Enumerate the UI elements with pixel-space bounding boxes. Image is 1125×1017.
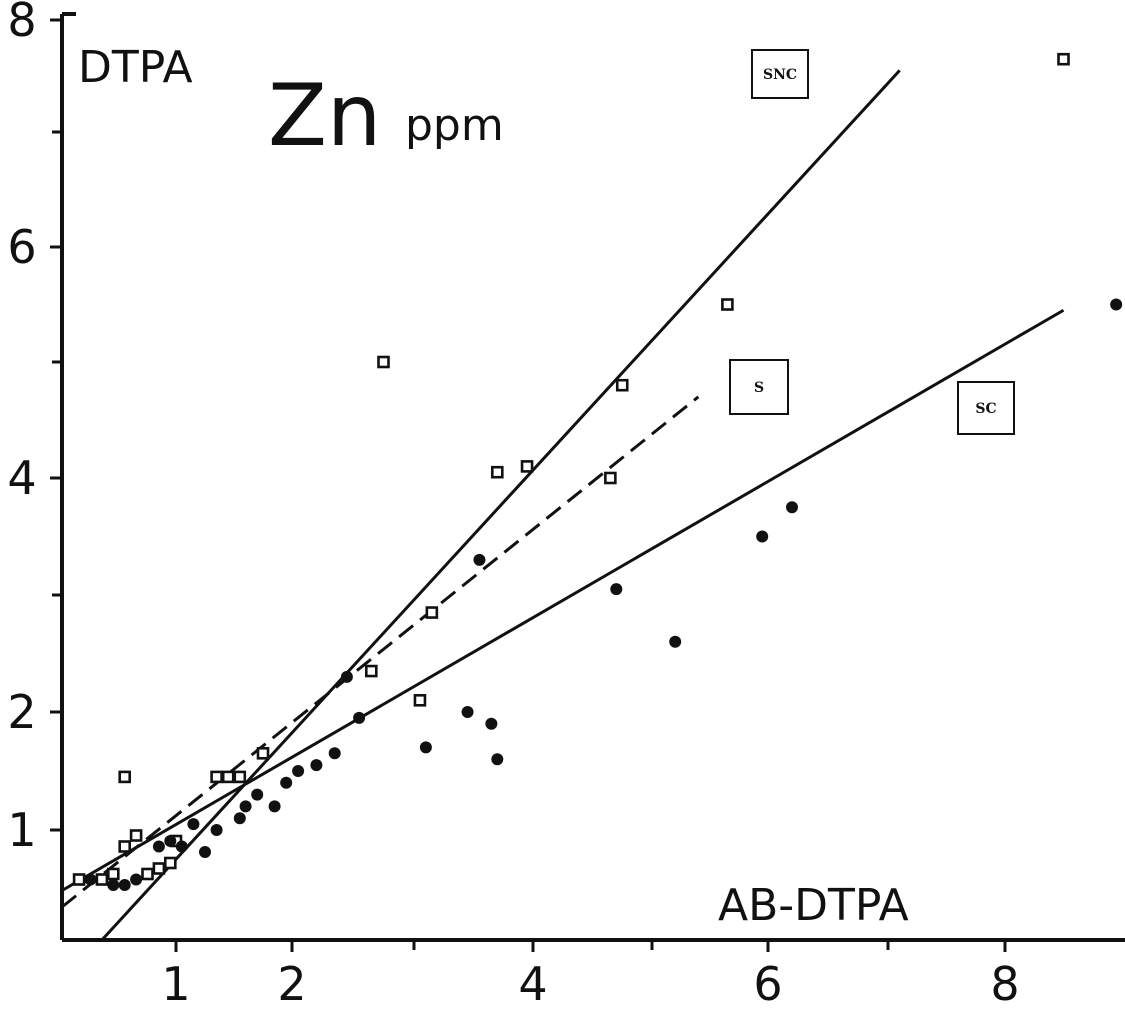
series-label: SNC <box>763 67 797 83</box>
axes <box>60 12 1125 942</box>
data-points <box>72 52 1123 891</box>
point-sc <box>118 879 131 891</box>
chart-labels: DTPA Zn ppm AB-DTPA <box>78 42 909 931</box>
chart-subtitle: ppm <box>405 100 504 151</box>
point-sc <box>175 840 188 853</box>
series-label-box <box>957 381 1015 435</box>
point-sc <box>210 824 223 836</box>
point-sc <box>786 501 798 514</box>
point-sc <box>328 747 341 760</box>
point-sc <box>756 530 769 543</box>
point-snc <box>210 770 223 784</box>
point-sc <box>292 765 305 777</box>
point-sc <box>251 788 264 801</box>
point-s <box>364 664 378 678</box>
point-snc <box>118 840 131 853</box>
point-snc <box>118 770 131 784</box>
series-label-box <box>751 49 809 99</box>
point-sc <box>152 840 165 853</box>
point-snc <box>95 873 109 886</box>
point-snc <box>164 856 177 870</box>
point-sc <box>199 846 211 858</box>
point-sc <box>461 706 474 718</box>
fit-lines <box>61 69 1065 942</box>
point-sc <box>239 800 252 813</box>
point-snc <box>721 298 734 311</box>
x-tick-label: 8 <box>990 957 1019 1011</box>
point-sc <box>280 776 293 789</box>
point-snc <box>615 378 629 392</box>
point-sc <box>130 873 143 886</box>
point-sc <box>491 753 504 766</box>
y-tick-label: 2 <box>7 685 36 739</box>
x-tick-label: 2 <box>277 957 306 1011</box>
point-snc <box>141 867 154 881</box>
point-snc <box>490 465 504 479</box>
series-label: SC <box>975 401 996 417</box>
point-snc <box>221 770 235 784</box>
fit-line-sc <box>61 308 1065 892</box>
point-snc <box>152 862 166 875</box>
point-sc <box>610 583 623 596</box>
series-label-box <box>729 359 789 415</box>
point-snc <box>129 829 143 842</box>
point-sc <box>233 812 246 825</box>
series-label: S <box>754 380 764 396</box>
point-s <box>413 693 427 707</box>
x-tick-label: 1 <box>161 957 190 1011</box>
point-sc <box>353 711 366 724</box>
point-sc <box>340 670 353 683</box>
chart-title: Zn <box>268 66 381 166</box>
point-sc <box>84 873 97 886</box>
point-snc <box>72 873 86 886</box>
y-tick-label: 6 <box>7 220 36 274</box>
ticks: 1 2 4 6 8 1 2 4 6 8 <box>7 0 1019 1011</box>
point-s <box>604 471 617 485</box>
y-tick-label: 8 <box>7 0 36 47</box>
point-sc <box>485 717 498 730</box>
point-sc <box>310 759 323 772</box>
x-tick-label: 6 <box>753 957 782 1011</box>
x-axis-title: AB-DTPA <box>718 880 909 931</box>
point-snc <box>233 770 247 784</box>
point-sc <box>164 835 177 847</box>
x-tick-label: 4 <box>518 957 547 1011</box>
point-sc <box>1110 298 1123 311</box>
fit-line-s <box>61 395 700 909</box>
point-s <box>425 606 439 619</box>
point-sc <box>419 741 432 754</box>
point-sc <box>187 818 200 831</box>
point-sc <box>669 635 682 648</box>
point-snc <box>1057 52 1070 66</box>
y-tick-label: 1 <box>7 803 36 857</box>
point-sc <box>107 879 120 891</box>
point-snc <box>377 355 390 369</box>
point-snc <box>107 867 120 881</box>
series-annotations: SNC S SC <box>729 49 1015 435</box>
fit-line-snc <box>100 69 901 942</box>
y-tick-label: 4 <box>7 451 36 505</box>
point-sc <box>473 553 486 566</box>
point-snc <box>256 746 270 760</box>
point-sc <box>268 800 281 813</box>
y-axis-title: DTPA <box>78 42 193 93</box>
point-snc <box>520 460 534 473</box>
